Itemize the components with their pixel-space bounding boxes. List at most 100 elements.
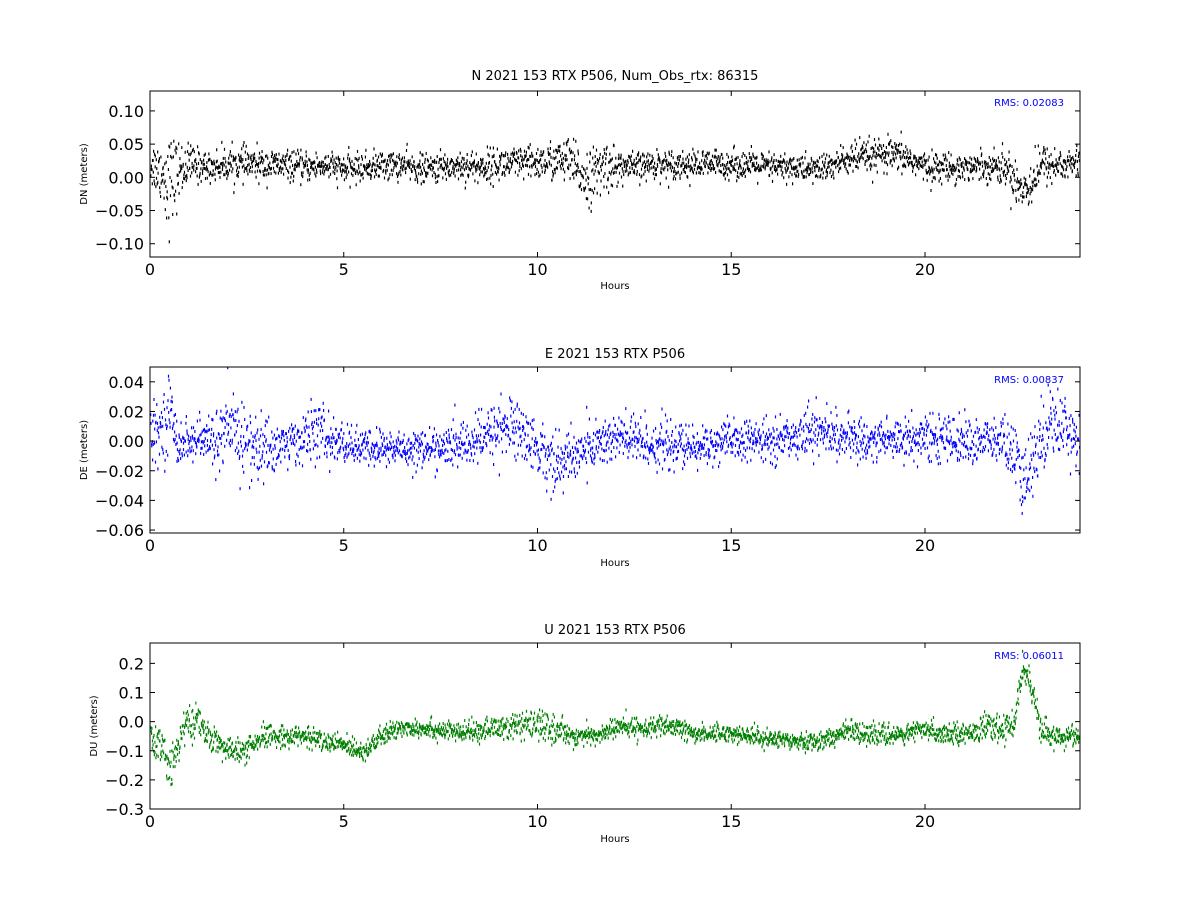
data-point [519, 161, 521, 165]
data-point [859, 155, 861, 159]
data-point [822, 171, 824, 175]
data-point [821, 431, 823, 435]
data-point [297, 428, 299, 432]
data-point [705, 428, 707, 432]
data-point [778, 446, 780, 450]
data-point [1001, 142, 1004, 146]
data-point [413, 431, 415, 435]
data-point [458, 168, 460, 172]
data-point [302, 440, 305, 444]
data-point [703, 161, 705, 165]
data-point [596, 436, 598, 440]
data-point [464, 441, 466, 445]
data-point [371, 442, 374, 446]
data-point [907, 433, 910, 437]
data-point [167, 168, 169, 171]
data-point [577, 166, 579, 169]
data-point [573, 470, 576, 474]
data-point [691, 451, 693, 455]
data-point [978, 428, 980, 431]
data-point [748, 168, 751, 171]
data-point [518, 169, 520, 173]
data-point [821, 154, 823, 158]
data-point [229, 439, 231, 442]
data-point [855, 142, 858, 146]
data-point [472, 436, 474, 440]
data-point [1056, 167, 1058, 170]
data-point [240, 440, 242, 444]
data-point [856, 165, 858, 168]
data-point [867, 435, 869, 439]
data-point [205, 450, 207, 454]
data-point [160, 195, 162, 198]
data-point [450, 428, 453, 432]
data-point [808, 173, 810, 177]
data-point [510, 438, 512, 442]
data-point [444, 172, 447, 176]
data-point [525, 445, 527, 449]
data-point [294, 168, 296, 172]
data-point [396, 161, 398, 165]
data-point [903, 164, 905, 168]
data-point [795, 174, 797, 178]
data-point [328, 175, 330, 179]
data-point [609, 433, 611, 436]
data-point [594, 433, 597, 437]
data-point [371, 169, 373, 172]
data-point [1037, 173, 1039, 177]
data-point [1028, 187, 1030, 191]
data-point [785, 435, 787, 439]
data-point [403, 156, 405, 160]
data-point [657, 441, 659, 445]
data-point [1004, 158, 1006, 162]
data-point [693, 152, 695, 156]
data-point [425, 151, 427, 155]
data-point [405, 457, 407, 461]
data-point [294, 424, 296, 428]
data-point [515, 430, 517, 434]
data-point [463, 168, 466, 172]
data-point [161, 445, 163, 449]
data-point [477, 161, 479, 164]
data-point [735, 437, 737, 441]
data-point [917, 449, 919, 452]
data-point [887, 132, 889, 136]
data-point [201, 446, 203, 450]
data-point [729, 436, 731, 440]
data-point [572, 451, 575, 454]
data-point [686, 456, 689, 460]
data-point [402, 168, 404, 172]
data-point [281, 157, 283, 161]
x-tick-label: 10 [527, 260, 547, 279]
data-point [234, 449, 236, 453]
data-point [805, 411, 807, 415]
data-point [157, 150, 159, 154]
data-point [984, 160, 986, 164]
data-point [919, 427, 921, 431]
data-point [741, 174, 743, 178]
data-point [180, 164, 182, 168]
data-point [512, 159, 514, 163]
data-point [600, 435, 602, 439]
data-point [781, 433, 783, 437]
data-point [197, 182, 199, 186]
data-point [582, 444, 585, 448]
data-point [254, 170, 256, 174]
data-point [304, 162, 306, 166]
data-point [180, 167, 182, 171]
data-point [799, 433, 801, 437]
data-point [633, 412, 635, 416]
data-point [996, 168, 998, 171]
data-point [830, 168, 832, 172]
data-point [341, 173, 343, 177]
data-point [890, 139, 892, 143]
data-point [729, 160, 731, 164]
data-point [544, 454, 546, 458]
data-point [976, 456, 978, 460]
data-point [908, 419, 910, 423]
data-point [407, 449, 409, 453]
data-point [210, 438, 212, 442]
data-point [730, 170, 732, 174]
data-point [324, 156, 326, 160]
data-point [524, 433, 526, 437]
